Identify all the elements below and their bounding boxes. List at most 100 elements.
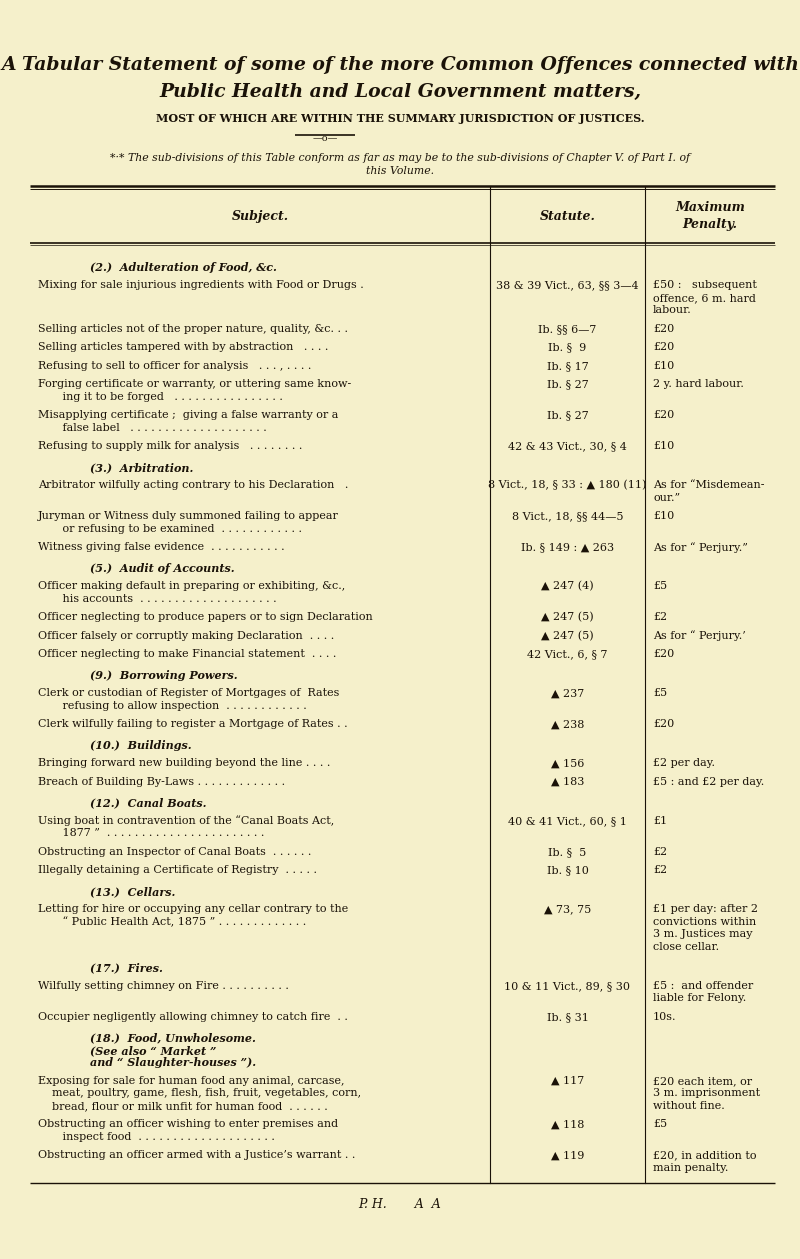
Text: ▲ 156: ▲ 156 xyxy=(551,758,584,768)
Text: bread, flour or milk unfit for human food  . . . . . .: bread, flour or milk unfit for human foo… xyxy=(52,1100,328,1110)
Text: Subject.: Subject. xyxy=(231,209,289,223)
Text: Refusing to supply milk for analysis   . . . . . . . .: Refusing to supply milk for analysis . .… xyxy=(38,441,302,451)
Text: Maximum
Penalty.: Maximum Penalty. xyxy=(675,201,745,230)
Text: £5: £5 xyxy=(653,582,667,592)
Text: or refusing to be examined  . . . . . . . . . . . .: or refusing to be examined . . . . . . .… xyxy=(52,524,302,534)
Text: 8 Vict., 18, § 33 : ▲ 180 (11): 8 Vict., 18, § 33 : ▲ 180 (11) xyxy=(488,480,646,491)
Text: ▲ 247 (4): ▲ 247 (4) xyxy=(541,582,594,592)
Text: inspect food  . . . . . . . . . . . . . . . . . . . .: inspect food . . . . . . . . . . . . . .… xyxy=(52,1132,275,1142)
Text: Clerk or custodian of Register of Mortgages of  Rates: Clerk or custodian of Register of Mortga… xyxy=(38,689,339,699)
Text: Obstructing an officer armed with a Justice’s warrant . .: Obstructing an officer armed with a Just… xyxy=(38,1151,355,1161)
Text: Ib. § 17: Ib. § 17 xyxy=(546,361,588,370)
Text: Ib. §  5: Ib. § 5 xyxy=(548,847,586,857)
Text: 3 m. imprisonment: 3 m. imprisonment xyxy=(653,1088,760,1098)
Text: (10.)  Buildings.: (10.) Buildings. xyxy=(90,740,192,750)
Text: 10 & 11 Vict., 89, § 30: 10 & 11 Vict., 89, § 30 xyxy=(505,981,630,991)
Text: Juryman or Witness duly summoned failing to appear: Juryman or Witness duly summoned failing… xyxy=(38,511,339,521)
Text: ▲ 247 (5): ▲ 247 (5) xyxy=(541,612,594,622)
Text: Witness giving false evidence  . . . . . . . . . . .: Witness giving false evidence . . . . . … xyxy=(38,543,285,553)
Text: As for “ Perjury.’: As for “ Perjury.’ xyxy=(653,631,746,641)
Text: our.”: our.” xyxy=(653,492,680,502)
Text: £2: £2 xyxy=(653,612,667,622)
Text: ▲ 117: ▲ 117 xyxy=(551,1075,584,1085)
Text: Officer neglecting to make Financial statement  . . . .: Officer neglecting to make Financial sta… xyxy=(38,650,336,660)
Text: main penalty.: main penalty. xyxy=(653,1163,728,1172)
Text: 40 & 41 Vict., 60, § 1: 40 & 41 Vict., 60, § 1 xyxy=(508,816,627,826)
Text: Wilfully setting chimney on Fire . . . . . . . . . .: Wilfully setting chimney on Fire . . . .… xyxy=(38,981,289,991)
Text: Obstructing an Inspector of Canal Boats  . . . . . .: Obstructing an Inspector of Canal Boats … xyxy=(38,847,311,857)
Text: £10: £10 xyxy=(653,361,674,370)
Text: ▲ 118: ▲ 118 xyxy=(551,1119,584,1129)
Text: (2.)  Adulteration of Food, &c.: (2.) Adulteration of Food, &c. xyxy=(90,262,277,273)
Text: Using boat in contravention of the “Canal Boats Act,: Using boat in contravention of the “Cana… xyxy=(38,816,334,826)
Text: “ Public Health Act, 1875 ” . . . . . . . . . . . . .: “ Public Health Act, 1875 ” . . . . . . … xyxy=(52,917,306,927)
Text: Exposing for sale for human food any animal, carcase,: Exposing for sale for human food any ani… xyxy=(38,1075,345,1085)
Text: £5: £5 xyxy=(653,1119,667,1129)
Text: (17.)  Fires.: (17.) Fires. xyxy=(90,962,163,973)
Text: Arbitrator wilfully acting contrary to his Declaration   .: Arbitrator wilfully acting contrary to h… xyxy=(38,480,348,490)
Text: £20: £20 xyxy=(653,410,674,421)
Text: this Volume.: this Volume. xyxy=(366,166,434,176)
Text: £20, in addition to: £20, in addition to xyxy=(653,1151,757,1161)
Text: Selling articles not of the proper nature, quality, &c. . .: Selling articles not of the proper natur… xyxy=(38,324,348,334)
Text: £5 : and £2 per day.: £5 : and £2 per day. xyxy=(653,777,764,787)
Text: and “ Slaughter-houses ”).: and “ Slaughter-houses ”). xyxy=(90,1058,256,1069)
Text: Refusing to sell to officer for analysis   . . . , . . . .: Refusing to sell to officer for analysis… xyxy=(38,361,311,370)
Text: As for “ Perjury.”: As for “ Perjury.” xyxy=(653,541,748,553)
Text: £5: £5 xyxy=(653,689,667,699)
Text: convictions within: convictions within xyxy=(653,917,756,927)
Text: refusing to allow inspection  . . . . . . . . . . . .: refusing to allow inspection . . . . . .… xyxy=(52,701,306,711)
Text: Breach of Building By-Laws . . . . . . . . . . . . .: Breach of Building By-Laws . . . . . . .… xyxy=(38,777,285,787)
Text: his accounts  . . . . . . . . . . . . . . . . . . . .: his accounts . . . . . . . . . . . . . .… xyxy=(52,594,277,604)
Text: Illegally detaining a Certificate of Registry  . . . . .: Illegally detaining a Certificate of Reg… xyxy=(38,865,317,875)
Text: (5.)  Audit of Accounts.: (5.) Audit of Accounts. xyxy=(90,563,234,574)
Text: Officer falsely or corruptly making Declaration  . . . .: Officer falsely or corruptly making Decl… xyxy=(38,631,334,641)
Text: £1: £1 xyxy=(653,816,667,826)
Text: £50 :   subsequent: £50 : subsequent xyxy=(653,281,757,291)
Text: (13.)  Cellars.: (13.) Cellars. xyxy=(90,886,175,896)
Text: Ib. § 27: Ib. § 27 xyxy=(546,410,588,421)
Text: £2 per day.: £2 per day. xyxy=(653,758,715,768)
Text: £20: £20 xyxy=(653,324,674,334)
Text: 10s.: 10s. xyxy=(653,1012,677,1022)
Text: without fine.: without fine. xyxy=(653,1100,725,1110)
Text: P. H.       A  A: P. H. A A xyxy=(358,1199,442,1211)
Text: Mixing for sale injurious ingredients with Food or Drugs .: Mixing for sale injurious ingredients wi… xyxy=(38,281,364,291)
Text: Ib. § 27: Ib. § 27 xyxy=(546,379,588,389)
Text: Ib. § 149 : ▲ 263: Ib. § 149 : ▲ 263 xyxy=(521,543,614,553)
Text: £20: £20 xyxy=(653,719,674,729)
Text: £20 each item, or: £20 each item, or xyxy=(653,1075,752,1085)
Text: Forging certificate or warranty, or uttering same know-: Forging certificate or warranty, or utte… xyxy=(38,379,351,389)
Text: MOST OF WHICH ARE WITHIN THE SUMMARY JURISDICTION OF JUSTICES.: MOST OF WHICH ARE WITHIN THE SUMMARY JUR… xyxy=(156,112,644,123)
Text: (3.)  Arbitration.: (3.) Arbitration. xyxy=(90,462,194,473)
Text: ing it to be forged   . . . . . . . . . . . . . . . .: ing it to be forged . . . . . . . . . . … xyxy=(52,392,283,402)
Text: Ib. §  9: Ib. § 9 xyxy=(548,342,586,353)
Text: Ib. §§ 6—7: Ib. §§ 6—7 xyxy=(538,324,597,334)
Text: 3 m. Justices may: 3 m. Justices may xyxy=(653,929,753,939)
Text: Clerk wilfully failing to register a Mortgage of Rates . .: Clerk wilfully failing to register a Mor… xyxy=(38,719,348,729)
Text: meat, poultry, game, flesh, fish, fruit, vegetables, corn,: meat, poultry, game, flesh, fish, fruit,… xyxy=(52,1088,361,1098)
Text: ▲ 238: ▲ 238 xyxy=(551,719,584,729)
Text: labour.: labour. xyxy=(653,305,692,315)
Text: 2 y. hard labour.: 2 y. hard labour. xyxy=(653,379,744,389)
Text: *·* The sub-divisions of this Table conform as far as may be to the sub-division: *·* The sub-divisions of this Table conf… xyxy=(110,154,690,162)
Text: £2: £2 xyxy=(653,847,667,857)
Text: 42 & 43 Vict., 30, § 4: 42 & 43 Vict., 30, § 4 xyxy=(508,441,627,451)
Text: Misapplying certificate ;  giving a false warranty or a: Misapplying certificate ; giving a false… xyxy=(38,410,338,421)
Text: ▲ 119: ▲ 119 xyxy=(551,1151,584,1161)
Text: 42 Vict., 6, § 7: 42 Vict., 6, § 7 xyxy=(527,650,608,660)
Text: £20: £20 xyxy=(653,342,674,353)
Text: Letting for hire or occupying any cellar contrary to the: Letting for hire or occupying any cellar… xyxy=(38,904,348,914)
Text: £10: £10 xyxy=(653,441,674,451)
Text: Selling articles tampered with by abstraction   . . . .: Selling articles tampered with by abstra… xyxy=(38,342,328,353)
Text: ▲ 237: ▲ 237 xyxy=(551,689,584,699)
Text: offence, 6 m. hard: offence, 6 m. hard xyxy=(653,293,756,302)
Text: 38 & 39 Vict., 63, §§ 3—4: 38 & 39 Vict., 63, §§ 3—4 xyxy=(496,281,639,291)
Text: (12.)  Canal Boats.: (12.) Canal Boats. xyxy=(90,797,206,808)
Text: (9.)  Borrowing Powers.: (9.) Borrowing Powers. xyxy=(90,670,238,681)
Text: 8 Vict., 18, §§ 44—5: 8 Vict., 18, §§ 44—5 xyxy=(512,511,623,521)
Text: Statute.: Statute. xyxy=(539,209,595,223)
Text: ▲ 247 (5): ▲ 247 (5) xyxy=(541,631,594,641)
Text: £5 :  and offender: £5 : and offender xyxy=(653,981,754,991)
Text: 1877 ”  . . . . . . . . . . . . . . . . . . . . . . .: 1877 ” . . . . . . . . . . . . . . . . .… xyxy=(52,828,264,838)
